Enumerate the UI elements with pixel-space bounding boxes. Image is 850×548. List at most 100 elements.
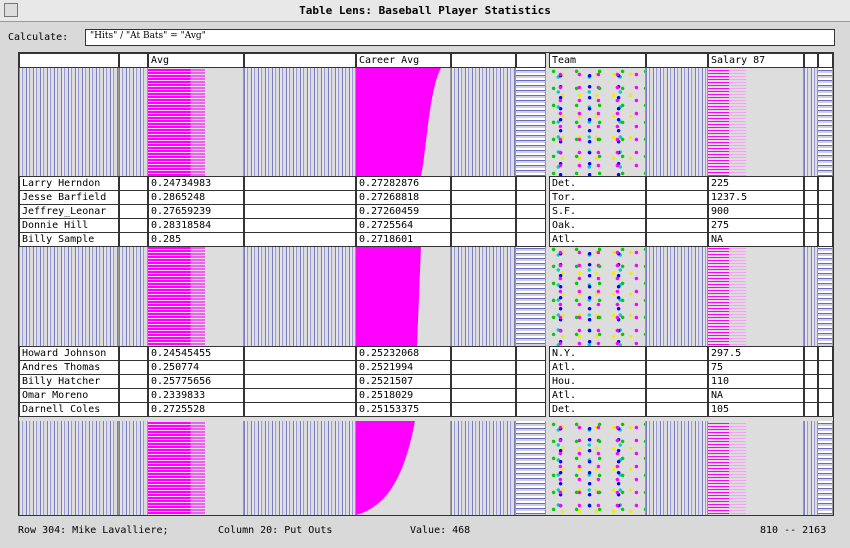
table-cell[interactable]: 0.25232068 xyxy=(356,346,451,361)
empty-cell[interactable] xyxy=(818,218,833,233)
header-cell[interactable] xyxy=(119,53,148,68)
table-cell[interactable]: 105 xyxy=(708,402,804,417)
empty-cell[interactable] xyxy=(804,388,818,403)
column-header[interactable]: Career Avg xyxy=(356,53,451,68)
empty-cell[interactable] xyxy=(516,388,546,403)
empty-cell[interactable] xyxy=(646,360,708,375)
empty-cell[interactable] xyxy=(119,190,148,205)
header-cell[interactable] xyxy=(244,53,356,68)
table-cell[interactable]: NA xyxy=(708,232,804,247)
empty-cell[interactable] xyxy=(818,232,833,247)
empty-cell[interactable] xyxy=(119,204,148,219)
empty-cell[interactable] xyxy=(119,360,148,375)
column-header[interactable]: Avg xyxy=(148,53,244,68)
header-cell[interactable] xyxy=(646,53,708,68)
empty-cell[interactable] xyxy=(119,232,148,247)
empty-cell[interactable] xyxy=(818,374,833,389)
player-name[interactable]: Larry Herndon xyxy=(19,176,119,191)
empty-cell[interactable] xyxy=(646,176,708,191)
empty-cell[interactable] xyxy=(804,204,818,219)
formula-input[interactable]: "Hits" / "At Bats" = "Avg" xyxy=(85,29,835,46)
column-header[interactable]: Team xyxy=(549,53,646,68)
empty-cell[interactable] xyxy=(244,204,356,219)
empty-cell[interactable] xyxy=(818,346,833,361)
table-cell[interactable]: 0.27282876 xyxy=(356,176,451,191)
empty-cell[interactable] xyxy=(451,374,516,389)
empty-cell[interactable] xyxy=(818,360,833,375)
table-cell[interactable]: 297.5 xyxy=(708,346,804,361)
window-menu-button[interactable] xyxy=(4,3,18,17)
empty-cell[interactable] xyxy=(516,346,546,361)
empty-cell[interactable] xyxy=(646,204,708,219)
table-cell[interactable]: Det. xyxy=(549,402,646,417)
empty-cell[interactable] xyxy=(244,218,356,233)
empty-cell[interactable] xyxy=(818,402,833,417)
table-cell[interactable]: 0.2339833 xyxy=(148,388,244,403)
table-cell[interactable]: Atl. xyxy=(549,388,646,403)
empty-cell[interactable] xyxy=(646,232,708,247)
empty-cell[interactable] xyxy=(804,176,818,191)
header-cell[interactable] xyxy=(804,53,818,68)
table-cell[interactable]: 0.2521994 xyxy=(356,360,451,375)
empty-cell[interactable] xyxy=(804,402,818,417)
empty-cell[interactable] xyxy=(516,218,546,233)
table-cell[interactable]: 75 xyxy=(708,360,804,375)
table-cell[interactable]: 0.250774 xyxy=(148,360,244,375)
table-cell[interactable]: 0.2865248 xyxy=(148,190,244,205)
empty-cell[interactable] xyxy=(516,374,546,389)
table-cell[interactable]: S.F. xyxy=(549,204,646,219)
empty-cell[interactable] xyxy=(516,402,546,417)
empty-cell[interactable] xyxy=(244,190,356,205)
player-name[interactable]: Billy Hatcher xyxy=(19,374,119,389)
empty-cell[interactable] xyxy=(516,176,546,191)
empty-cell[interactable] xyxy=(451,360,516,375)
empty-cell[interactable] xyxy=(451,190,516,205)
empty-cell[interactable] xyxy=(804,190,818,205)
empty-cell[interactable] xyxy=(119,388,148,403)
empty-cell[interactable] xyxy=(818,388,833,403)
table-cell[interactable]: NA xyxy=(708,388,804,403)
empty-cell[interactable] xyxy=(244,346,356,361)
empty-cell[interactable] xyxy=(646,374,708,389)
table-cell[interactable]: Tor. xyxy=(549,190,646,205)
empty-cell[interactable] xyxy=(119,346,148,361)
player-name[interactable]: Jesse Barfield xyxy=(19,190,119,205)
table-cell[interactable]: 110 xyxy=(708,374,804,389)
header-cell[interactable] xyxy=(19,53,119,68)
table-cell[interactable]: Atl. xyxy=(549,232,646,247)
player-name[interactable]: Donnie Hill xyxy=(19,218,119,233)
empty-cell[interactable] xyxy=(451,218,516,233)
empty-cell[interactable] xyxy=(451,402,516,417)
empty-cell[interactable] xyxy=(516,232,546,247)
table-cell[interactable]: 225 xyxy=(708,176,804,191)
empty-cell[interactable] xyxy=(451,346,516,361)
empty-cell[interactable] xyxy=(516,360,546,375)
table-cell[interactable]: Oak. xyxy=(549,218,646,233)
empty-cell[interactable] xyxy=(451,204,516,219)
table-cell[interactable]: 0.24734983 xyxy=(148,176,244,191)
empty-cell[interactable] xyxy=(516,190,546,205)
player-name[interactable]: Darnell Coles xyxy=(19,402,119,417)
empty-cell[interactable] xyxy=(646,190,708,205)
player-name[interactable]: Billy Sample xyxy=(19,232,119,247)
table-cell[interactable]: 0.25153375 xyxy=(356,402,451,417)
table-cell[interactable]: 0.285 xyxy=(148,232,244,247)
table-cell[interactable]: 0.2725528 xyxy=(148,402,244,417)
table-cell[interactable]: 0.28318584 xyxy=(148,218,244,233)
player-name[interactable]: Jeffrey_Leonar xyxy=(19,204,119,219)
table-cell[interactable]: 0.27659239 xyxy=(148,204,244,219)
table-cell[interactable]: 0.2518029 xyxy=(356,388,451,403)
empty-cell[interactable] xyxy=(451,388,516,403)
table-cell[interactable]: 0.24545455 xyxy=(148,346,244,361)
empty-cell[interactable] xyxy=(646,218,708,233)
header-cell[interactable] xyxy=(516,53,546,68)
empty-cell[interactable] xyxy=(244,388,356,403)
empty-cell[interactable] xyxy=(119,176,148,191)
empty-cell[interactable] xyxy=(646,388,708,403)
empty-cell[interactable] xyxy=(451,232,516,247)
empty-cell[interactable] xyxy=(119,218,148,233)
table-cell[interactable]: 0.25775656 xyxy=(148,374,244,389)
empty-cell[interactable] xyxy=(818,204,833,219)
empty-cell[interactable] xyxy=(516,204,546,219)
empty-cell[interactable] xyxy=(244,402,356,417)
